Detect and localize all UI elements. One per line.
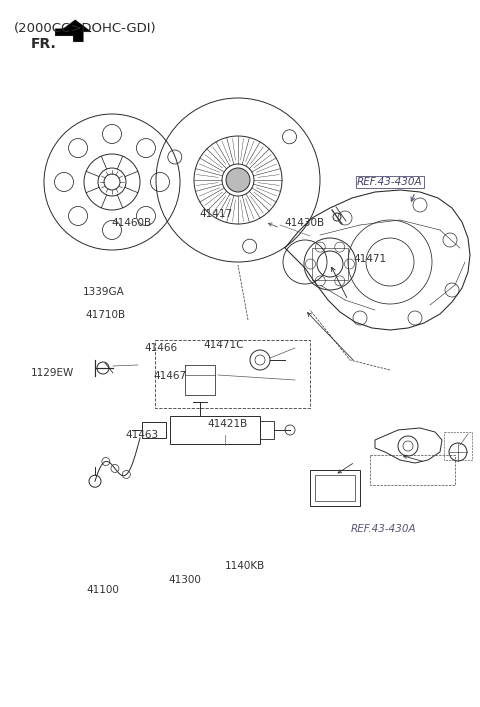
Circle shape (315, 276, 325, 286)
Circle shape (335, 276, 345, 286)
Circle shape (226, 168, 250, 192)
Bar (170, 416, 260, 444)
Bar (142, 422, 166, 438)
Text: 41300: 41300 (168, 575, 201, 585)
Bar (315, 475, 355, 501)
Text: 41471C: 41471C (203, 340, 243, 350)
Bar (444, 432, 472, 460)
Circle shape (345, 259, 355, 269)
Circle shape (315, 242, 325, 252)
Bar (155, 340, 310, 408)
Circle shape (305, 259, 315, 269)
Text: 1129EW: 1129EW (31, 368, 74, 378)
Text: 41417: 41417 (199, 209, 233, 219)
Text: 1339GA: 1339GA (83, 287, 124, 297)
Text: REF.43-430A: REF.43-430A (357, 177, 423, 187)
Text: 41460B: 41460B (112, 218, 152, 228)
Polygon shape (55, 20, 91, 42)
Text: 41710B: 41710B (85, 310, 126, 320)
Bar (370, 455, 455, 485)
Text: 1140KB: 1140KB (225, 561, 265, 571)
Text: 41430B: 41430B (285, 218, 325, 228)
Text: 41421B: 41421B (208, 419, 248, 429)
Text: 41471: 41471 (353, 254, 386, 264)
Text: 41467: 41467 (154, 371, 187, 381)
Bar (312, 248, 348, 280)
Text: (2000CC>DOHC-GDI): (2000CC>DOHC-GDI) (14, 22, 156, 35)
Bar (260, 421, 274, 439)
Text: 41463: 41463 (125, 430, 158, 440)
Bar (310, 470, 360, 506)
Circle shape (335, 242, 345, 252)
Text: 41100: 41100 (87, 585, 120, 595)
Text: REF.43-430A: REF.43-430A (351, 524, 417, 534)
Text: FR.: FR. (31, 37, 57, 51)
Text: 41466: 41466 (144, 343, 178, 353)
